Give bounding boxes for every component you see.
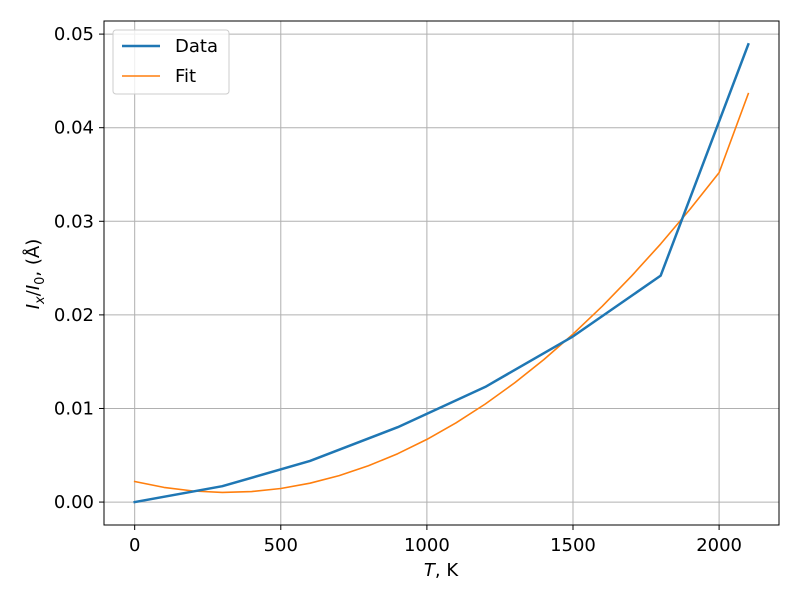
legend-data-label: Data: [175, 36, 218, 57]
x-axis-unit: , K: [435, 560, 459, 581]
y-axis-label: Ix/I0, (Å): [22, 239, 48, 310]
x-axis-label: T, K: [424, 560, 459, 581]
grid-lines: [104, 21, 779, 525]
plot-area: 0 500 1000 1500 2000 0.00 0.01 0.02 0.03 0.04 0.05: [54, 20, 780, 556]
fit-series-line: [133, 92, 750, 494]
y-tick-label: 0.02: [54, 305, 94, 326]
series-layer: [133, 42, 750, 504]
x-tick-label: 500: [264, 535, 298, 556]
x-tick-label: 2000: [696, 535, 742, 556]
y-tick-label: 0.04: [54, 118, 94, 139]
y-tick-label: 0.03: [54, 211, 94, 232]
y-axis-denominator-sub: 0: [33, 277, 48, 285]
x-tick-label: 1500: [550, 535, 596, 556]
x-tick-label: 0: [129, 535, 140, 556]
y-axis-numerator: I: [23, 304, 44, 309]
y-axis-unit: , (Å): [22, 239, 44, 277]
x-axis-symbol: T: [424, 560, 437, 581]
y-axis-denominator: I: [23, 285, 44, 290]
y-axis-separator: /: [23, 289, 44, 296]
legend: Data Fit: [112, 29, 230, 95]
y-tick-label: 0.05: [54, 24, 94, 45]
y-axis-numerator-sub: x: [33, 296, 48, 305]
y-tick-label: 0.00: [54, 492, 94, 513]
x-tick-label: 1000: [404, 535, 450, 556]
plot-frame: [103, 20, 780, 526]
plot-background: [104, 21, 779, 525]
y-tick-label: 0.01: [54, 398, 94, 419]
axis-ticks: 0 500 1000 1500 2000 0.00 0.01 0.02 0.03 0.04 0.05: [54, 24, 742, 556]
data-series-line: [133, 42, 750, 504]
legend-fit-label: Fit: [175, 66, 196, 87]
